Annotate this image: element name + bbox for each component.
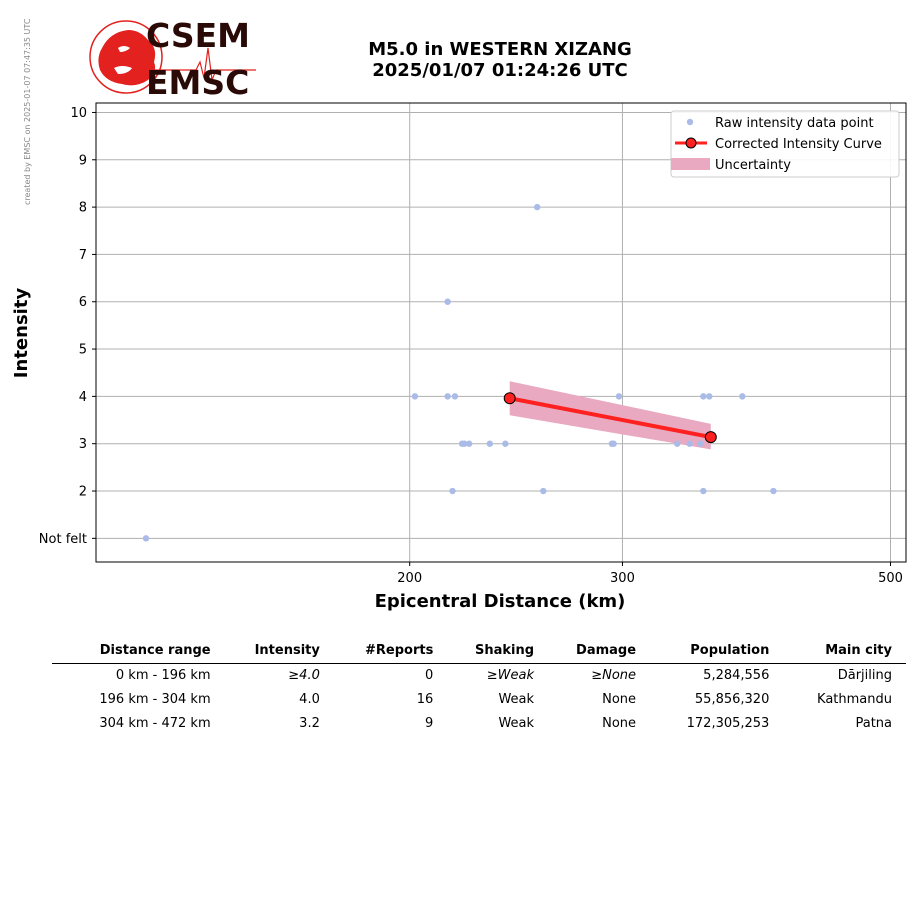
tick-layer: Not felt 2 3 4 5 6 7 8 9 10 200 300 500	[39, 106, 903, 586]
raw-intensity-point	[449, 487, 456, 495]
cell-distance-range: 0 km - 196 km	[115, 668, 211, 683]
table-row: 196 km - 304 km 4.0 16 Weak None 55,856,…	[52, 688, 906, 712]
y-tick-label: 5	[79, 343, 87, 358]
raw-intensity-point	[502, 440, 509, 447]
raw-intensity-point	[739, 393, 746, 400]
raw-intensity-point	[451, 393, 459, 400]
cell-population: 172,305,253	[686, 716, 770, 731]
summary-table: Distance range Intensity #Reports Shakin…	[52, 640, 906, 736]
table-row: 0 km - 196 km ≥4.0 0 ≥Weak ≥None 5,284,5…	[52, 664, 906, 689]
raw-intensity-point	[610, 440, 617, 447]
title-line-1: M5.0 in WESTERN XIZANG	[368, 39, 632, 60]
header-main-city: Main city	[783, 640, 906, 664]
header-shaking: Shaking	[447, 640, 549, 664]
cell-population: 55,856,320	[694, 692, 770, 707]
cell-damage: None	[602, 716, 637, 731]
cell-shaking: Weak	[498, 692, 535, 707]
header-distance-range: Distance range	[52, 640, 225, 664]
raw-intensity-point	[461, 440, 468, 447]
cell-intensity: 4.0	[299, 692, 320, 707]
raw-intensity-point	[674, 440, 681, 447]
logo-bottom-text: EMSC	[146, 63, 249, 98]
raw-intensity-point	[700, 487, 707, 495]
cell-reports: 0	[425, 668, 434, 683]
y-tick-label: 3	[79, 437, 87, 452]
raw-intensity-point	[533, 203, 541, 211]
title-line-2: 2025/01/07 01:24:26 UTC	[372, 60, 628, 81]
cell-population: 5,284,556	[703, 668, 770, 683]
raw-intensity-point	[444, 393, 451, 400]
cell-distance-range: 196 km - 304 km	[99, 692, 211, 707]
legend-box	[670, 110, 900, 178]
raw-intensity-point	[706, 393, 713, 400]
y-tick-label: 10	[70, 106, 87, 121]
cell-distance-range: 304 km - 472 km	[99, 716, 211, 731]
intensity-chart: Not felt 2 3 4 5 6 7 8 9 10 200 300 500 Epicentral D…	[11, 102, 907, 612]
logo-top-text: CSEM	[146, 18, 250, 55]
cell-intensity: 3.2	[299, 716, 320, 731]
y-tick-label: 2	[79, 485, 87, 500]
header-reports: #Reports	[333, 640, 448, 664]
y-tick-label: 9	[79, 153, 87, 168]
cell-main-city: Dārjiling	[837, 668, 892, 683]
raw-intensity-point	[486, 440, 494, 447]
cell-damage: None	[602, 692, 637, 707]
raw-intensity-point	[142, 535, 150, 542]
cell-shaking: ≥Weak	[486, 668, 535, 683]
y-tick-label: 7	[79, 248, 87, 263]
raw-intensity-point	[411, 393, 419, 400]
legend-uncertainty-swatch	[671, 158, 710, 170]
raw-points-layer	[142, 203, 777, 542]
cell-intensity: ≥4.0	[288, 668, 320, 683]
cell-reports: 16	[416, 692, 434, 707]
header-intensity: Intensity	[224, 640, 334, 664]
legend-raw-marker	[686, 118, 694, 126]
header-damage: Damage	[548, 640, 651, 664]
x-tick-label: 200	[397, 571, 422, 586]
y-tick-label: 8	[79, 201, 87, 216]
intensity-curve-marker	[503, 392, 516, 405]
legend-uncertainty-label: Uncertainty	[715, 158, 791, 173]
legend-curve-label: Corrected Intensity Curve	[715, 137, 882, 152]
uncertainty-band-layer	[509, 381, 711, 450]
y-axis-label: Intensity	[11, 288, 32, 379]
intensity-curve-line	[507, 396, 713, 440]
raw-intensity-point	[444, 298, 451, 305]
grid-lines	[96, 103, 906, 562]
raw-intensity-point	[615, 393, 623, 400]
legend-curve-marker	[685, 137, 697, 149]
raw-intensity-point	[697, 440, 704, 447]
x-tick-label: 500	[878, 571, 903, 586]
header-population: Population	[650, 640, 784, 664]
intensity-curve-layer	[503, 392, 717, 444]
x-axis-label: Epicentral Distance (km)	[375, 591, 626, 612]
csem-emsc-logo: CSEM EMSC	[89, 18, 256, 98]
chart-title: M5.0 in WESTERN XIZANG 2025/01/07 01:24:…	[300, 39, 700, 81]
table-header-row: Distance range Intensity #Reports Shakin…	[52, 640, 906, 664]
raw-intensity-point	[465, 440, 473, 447]
legend-raw-label: Raw intensity data point	[715, 116, 874, 131]
cell-shaking: Weak	[498, 716, 535, 731]
plot-frame	[95, 102, 907, 563]
y-tick-label: 4	[79, 390, 87, 405]
cell-main-city: Kathmandu	[817, 692, 892, 707]
raw-intensity-point	[770, 487, 777, 495]
intensity-curve-marker	[704, 431, 717, 444]
raw-intensity-point	[686, 440, 693, 447]
raw-intensity-point	[540, 487, 547, 495]
cell-damage: ≥None	[591, 668, 637, 683]
y-tick-label: 6	[79, 295, 87, 310]
x-tick-label: 300	[610, 571, 635, 586]
y-tick-label: Not felt	[39, 532, 87, 547]
raw-intensity-point	[700, 393, 707, 400]
legend: Raw intensity data point Corrected Inten…	[670, 110, 900, 178]
cell-main-city: Patna	[855, 716, 892, 731]
table-row: 304 km - 472 km 3.2 9 Weak None 172,305,…	[52, 712, 906, 736]
cell-reports: 9	[425, 716, 434, 731]
uncertainty-band	[509, 381, 711, 450]
